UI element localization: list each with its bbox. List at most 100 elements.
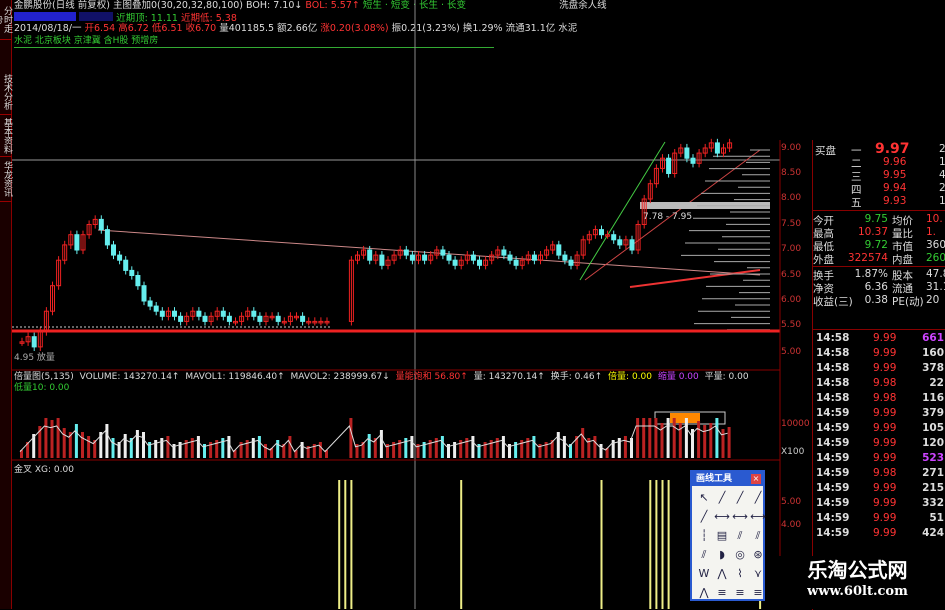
draw-tool-icon[interactable]: ⋀	[699, 586, 709, 599]
tick-time: 14:59	[816, 407, 850, 419]
draw-tool-icon[interactable]: ⫽	[737, 529, 743, 542]
draw-tool-icon[interactable]: ╱	[718, 491, 726, 504]
stat-label: 内盘	[892, 254, 913, 266]
axis-tick: 5.50	[781, 320, 802, 330]
tick-volume: 215	[922, 482, 944, 494]
turnover: 换手: 0.46↑	[550, 372, 603, 382]
volume-bar	[611, 440, 615, 458]
tick-price: 9.99	[873, 407, 897, 419]
draw-tool-icon[interactable]: ↖	[699, 491, 709, 504]
draw-tool-icon[interactable]: W	[698, 567, 710, 580]
draw-tool-icon[interactable]: ╱	[736, 491, 744, 504]
draw-tool-icon[interactable]: ≡	[753, 586, 763, 599]
volume-bar	[276, 440, 280, 458]
tick-price: 9.99	[873, 482, 897, 494]
draw-tool-icon[interactable]: ⌇	[737, 567, 743, 580]
candle-body	[196, 310, 202, 317]
volume-bar	[233, 450, 237, 458]
tab-news[interactable]: 华龙资讯	[0, 157, 12, 202]
tick-volume: 120	[922, 437, 944, 449]
volume-bar	[32, 434, 36, 458]
volume-bar	[526, 438, 530, 458]
draw-tool-icon[interactable]: ▤	[716, 529, 728, 542]
stat-row: 外盘 322574 内盘 2607	[813, 252, 945, 266]
draw-tool-icon[interactable]: ≡	[717, 586, 727, 599]
candle-body	[653, 167, 659, 185]
candle-body	[147, 300, 153, 307]
candle-body	[446, 254, 452, 261]
draw-tool-icon[interactable]: ╱	[700, 510, 708, 523]
volume-bar	[520, 440, 524, 458]
tick-time: 14:58	[816, 347, 850, 359]
volume-bar	[87, 436, 91, 458]
draw-tool-icon[interactable]: ⋀	[717, 567, 727, 580]
draw-tool-icon[interactable]: ◗	[719, 548, 725, 561]
volume-bar	[154, 440, 158, 458]
stat-value: 1.87%	[854, 268, 888, 280]
candle-body	[220, 310, 226, 317]
candle-body	[348, 259, 354, 322]
volume-bar	[209, 442, 213, 458]
date: 2014/08/18/一	[14, 23, 82, 34]
volume-bar	[721, 429, 725, 458]
volume-bar	[672, 418, 676, 458]
volume-bar	[62, 428, 66, 458]
candle-body	[544, 249, 550, 256]
candle-body	[440, 249, 446, 256]
overlay-params: 主图叠加0(30,20,32,80,100)	[112, 0, 243, 11]
draw-tool-icon[interactable]: ⟷	[732, 510, 748, 523]
turnover: 换1.29%	[462, 23, 503, 34]
bid-row: 四 9.94 2	[813, 182, 945, 196]
draw-tool-icon[interactable]: ⟷	[714, 510, 730, 523]
draw-tool-icon[interactable]: ⋎	[753, 567, 763, 580]
tab-fundamentals[interactable]: 基本资料	[0, 115, 12, 157]
candle-body	[117, 254, 123, 261]
volume-bar	[270, 448, 274, 458]
channel-line	[579, 141, 666, 281]
volume-bar	[465, 438, 469, 458]
candle-body	[550, 244, 556, 251]
volume-bar	[379, 430, 383, 458]
volume-bar	[190, 438, 194, 458]
tick-row: 14:58 9.99 661	[813, 332, 945, 345]
blue-bar-2	[79, 12, 114, 21]
draw-tool-icon[interactable]: ◎	[735, 548, 745, 561]
candle-body	[599, 229, 604, 236]
draw-tool-icon[interactable]: ⫽	[701, 548, 707, 561]
tab-intraday[interactable]: 分时走势	[0, 0, 12, 40]
draw-tool-icon[interactable]: ⫽	[755, 529, 761, 542]
draw-tool-icon[interactable]: ⟷	[750, 510, 766, 523]
volume-bar	[105, 424, 109, 458]
stat-row: 净资 6.36 流通 31.1	[813, 281, 945, 295]
candle-body	[141, 285, 147, 302]
volume-bar	[74, 424, 78, 458]
volume-bar	[306, 446, 310, 458]
draw-tool-icon[interactable]: ╱	[754, 491, 762, 504]
draw-tool-icon[interactable]: ⊛	[753, 548, 763, 561]
candle-body	[202, 315, 208, 322]
candle-body	[245, 310, 251, 317]
tick-row: 14:59 9.99 424	[813, 527, 945, 540]
candle-body	[318, 320, 324, 324]
candle-body	[233, 320, 238, 324]
candle-body	[74, 234, 80, 251]
volume-bar	[221, 438, 225, 458]
draw-tool-window[interactable]: 画线工具 × ↖ ╱ ╱ ╱ ╱ ⟷ ⟷ ⟷ ┆ ▤ ⫽ ⫽ ⫽ ◗ ◎ ⊛ W ⋀ ⌇ ⋎ ⋀ ≡ ≡ ≡	[690, 470, 766, 601]
draw-tool-icon[interactable]: ≡	[735, 586, 745, 599]
candle-body	[172, 310, 177, 317]
tab-technical[interactable]: 技术分析	[0, 70, 12, 115]
candle-body	[123, 259, 129, 271]
stock-title: 金鹏股份(日线 前复权)	[14, 0, 110, 11]
stat-label: 量比	[892, 228, 913, 240]
close-icon[interactable]: ×	[751, 474, 761, 484]
volume-bar	[282, 444, 286, 458]
stat-label: 最低	[813, 241, 834, 253]
candle-body	[721, 147, 726, 154]
tick-time: 14:58	[816, 362, 850, 374]
volume-bars	[19, 418, 731, 458]
tick-time: 14:59	[816, 437, 850, 449]
candle-body	[257, 315, 263, 322]
draw-tool-icon[interactable]: ┆	[700, 529, 708, 542]
candle-body	[361, 249, 367, 256]
